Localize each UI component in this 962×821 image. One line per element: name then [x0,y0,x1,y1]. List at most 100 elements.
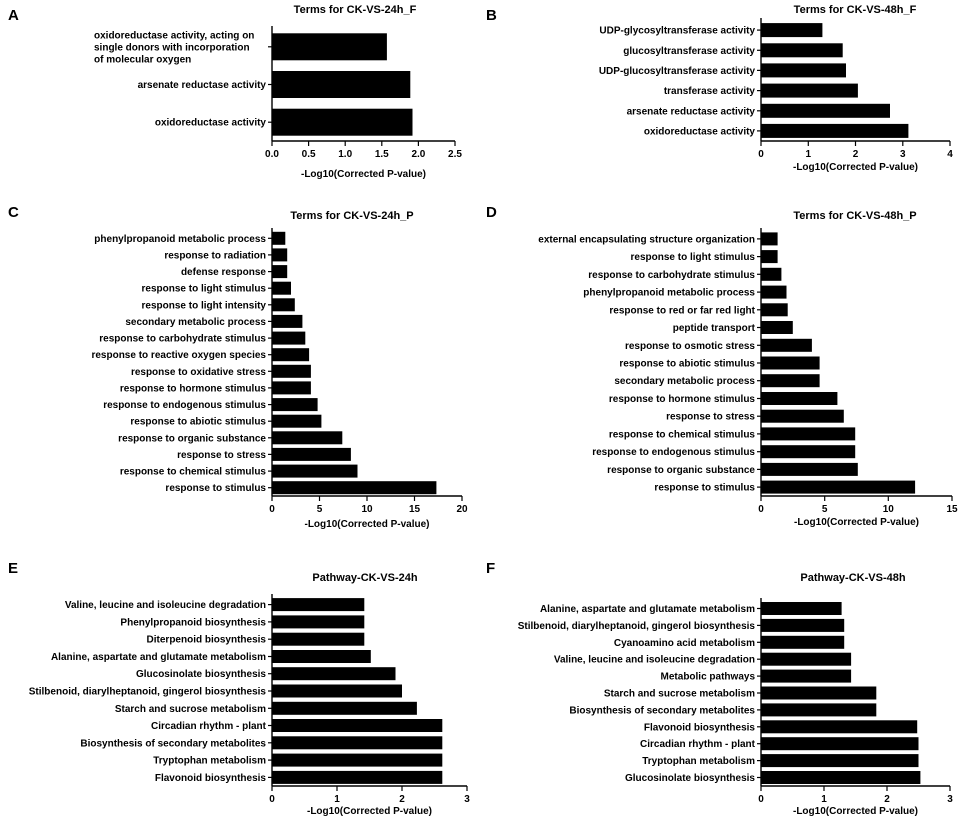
panel-d-bar-5 [761,303,788,317]
panel-d-bar-1 [761,232,778,246]
panel-d-bar-7 [761,338,812,352]
panel-c-category-label-1: phenylpropanoid metabolic process [94,234,266,245]
panel-b-category-label-2: glucosyltransferase activity [623,46,755,57]
panel-d-bar-10 [761,392,838,405]
panel-c-bar-4 [272,281,291,295]
panel-f-category-label-11: Glucosinolate biosynthesis [625,773,755,784]
panel-c-category-label-15: response to chemical stimulus [120,467,267,478]
panel-e-x-tick-label-3: 2 [399,794,405,805]
panel-d-bar-8 [761,356,820,370]
panel-b-category-label-3: UDP-glucosyltransferase activity [599,66,756,77]
panel-a-x-tick-label-2: 0.5 [302,149,316,160]
panel-c-category-label-6: secondary metabolic process [125,317,266,328]
panel-a-category-label-1-line-1: oxidoreductase activity, acting on [94,30,254,41]
panel-a-x-tick-label-6: 2.5 [448,149,462,160]
panel-a-category-label-1-line-3: of molecular oxygen [94,54,191,65]
panel-f-bar-3 [761,635,845,649]
panel-d-bar-4 [761,285,787,299]
panel-e-bar-2 [272,615,365,629]
panel-e-bar-7 [272,701,417,715]
panel-d-title: Terms for CK-VS-48h_P [793,210,916,222]
panel-f-category-label-7: Biosynthesis of secondary metabolites [569,705,755,716]
panel-f-category-label-1: Alanine, aspartate and glutamate metabol… [540,604,755,615]
panel-a-x-tick-label-4: 1.5 [375,149,389,160]
panel-e-letter: E [8,560,18,577]
panel-e-bar-4 [272,650,371,663]
panel-c-bar-1 [272,231,286,245]
panel-e-bar-1 [272,598,365,612]
panel-c-x-axis-title: -Log10(Corrected P-value) [304,519,429,530]
panel-f-category-label-10: Tryptophan metabolism [642,756,755,767]
panel-f-bar-8 [761,720,918,734]
panel-e-category-label-8: Circadian rhythm - plant [151,721,267,732]
panel-e-x-tick-label-4: 3 [464,794,470,805]
panel-e-x-tick-label-1: 0 [269,794,275,805]
panel-a-bar-2 [272,71,411,98]
panel-c-title: Terms for CK-VS-24h_P [290,210,413,222]
panel-d-x-tick-label-3: 10 [883,504,895,515]
panel-c-category-label-5: response to light intensity [142,300,267,311]
panel-f-category-label-9: Circadian rhythm - plant [640,739,756,750]
panel-c-category-label-16: response to stimulus [165,483,266,494]
panel-c-bar-12 [272,414,322,428]
panel-d-category-label-14: response to organic substance [607,465,755,476]
panel-e-bar-6 [272,684,402,698]
panel-e-x-tick-label-2: 1 [334,794,340,805]
panel-c-bar-15 [272,464,358,478]
panel-d-bar-11 [761,409,844,423]
panel-d-category-label-3: response to carbohydrate stimulus [588,270,755,281]
panel-b-x-axis-title: -Log10(Corrected P-value) [793,162,918,173]
panel-e-category-label-1: Valine, leucine and isoleucine degradati… [65,600,266,611]
panel-f-category-label-4: Valine, leucine and isoleucine degradati… [554,655,755,666]
panel-d-category-label-13: response to endogenous stimulus [592,447,755,458]
panel-e-category-label-11: Flavonoid biosynthesis [155,773,267,784]
panel-f-bar-5 [761,669,852,683]
panel-b-x-tick-label-3: 2 [853,149,859,160]
panel-e-bar-10 [272,753,443,767]
panel-c-x-tick-label-1: 0 [269,504,275,515]
panel-c-bar-14 [272,447,351,461]
panel-e-category-label-2: Phenylpropanoid biosynthesis [120,617,266,628]
panel-d-category-label-1: external encapsulating structure organiz… [538,234,755,245]
panel-b-category-label-4: transferase activity [664,86,756,97]
panel-c-category-label-13: response to organic substance [118,433,266,444]
panel-d-category-label-6: peptide transport [673,323,756,334]
panel-d-bar-9 [761,374,820,388]
panel-e-category-label-9: Biosynthesis of secondary metabolites [80,738,266,749]
panel-b-x-tick-label-4: 3 [900,149,906,160]
panel-b-title: Terms for CK-VS-48h_F [794,4,917,16]
panel-d-bar-6 [761,321,793,334]
panel-c-bar-2 [272,248,288,262]
panel-c-x-tick-label-3: 10 [361,504,373,515]
panel-f-x-tick-label-2: 1 [821,794,827,805]
panel-f-title: Pathway-CK-VS-48h [800,572,905,584]
panel-e-bar-9 [272,736,443,750]
panel-b-bar-4 [761,83,858,98]
panel-f-category-label-3: Cyanoamino acid metabolism [614,638,755,649]
panel-d-category-label-7: response to osmotic stress [625,341,755,352]
panel-c-bar-16 [272,481,437,495]
panel-b-bar-2 [761,43,843,58]
panel-c-bar-8 [272,348,310,362]
panel-b-category-label-6: oxidoreductase activity [644,126,756,137]
panel-f-bar-10 [761,754,919,768]
panel-e-bar-5 [272,667,396,681]
panel-d-category-label-15: response to stimulus [654,483,755,494]
panel-f-x-axis-title: -Log10(Corrected P-value) [793,806,918,817]
panel-e-category-label-6: Stilbenoid, diarylheptanoid, gingerol bi… [29,687,267,698]
panel-d-category-label-9: secondary metabolic process [614,376,755,387]
panel-a-letter: A [8,7,19,24]
panel-b-bar-6 [761,123,909,138]
panel-c-category-label-8: response to reactive oxygen species [91,350,266,361]
panel-e-category-label-3: Diterpenoid biosynthesis [147,635,267,646]
panel-c-category-label-3: defense response [181,267,266,278]
panel-d-letter: D [486,204,497,221]
panel-d-x-tick-label-2: 5 [822,504,828,515]
panel-d-x-tick-label-1: 0 [758,504,764,515]
panel-e-title: Pathway-CK-VS-24h [312,572,417,584]
panel-f-x-tick-label-3: 2 [884,794,890,805]
panel-c-category-label-12: response to abiotic stimulus [130,417,266,428]
panel-f-bar-9 [761,737,919,751]
panel-d-x-tick-label-4: 15 [946,504,958,515]
